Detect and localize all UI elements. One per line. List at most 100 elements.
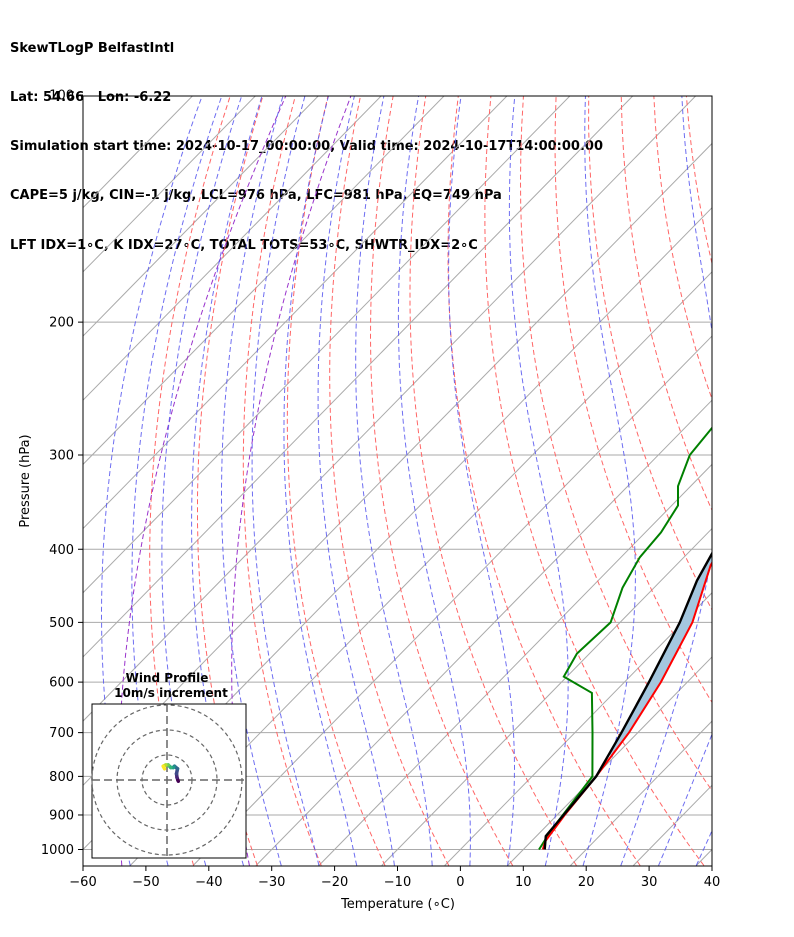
hodograph-title: Wind Profile xyxy=(126,671,209,685)
wind-barb xyxy=(711,548,746,566)
barb-staff xyxy=(711,814,712,815)
y-tick-label: 400 xyxy=(49,543,74,558)
wind-barb xyxy=(711,681,712,683)
x-tick-label: 10 xyxy=(515,875,532,890)
y-tick-label: 600 xyxy=(49,676,74,691)
wind-barb xyxy=(711,268,756,281)
time-line: Simulation start time: 2024-10-17_00:00:… xyxy=(10,139,603,155)
isotherm-line xyxy=(83,96,257,273)
isotherm-line xyxy=(83,96,382,401)
barb-flag xyxy=(743,176,749,186)
x-tick-label: 20 xyxy=(578,875,595,890)
barb-half-flag xyxy=(743,691,746,696)
isotherm-line xyxy=(759,95,794,865)
wind-barb xyxy=(711,318,755,331)
y-axis-label: Pressure (hPa) xyxy=(18,434,33,527)
dry-adiabat xyxy=(149,96,231,866)
barb-flag xyxy=(748,812,754,822)
profiles xyxy=(538,426,712,851)
barb-flag xyxy=(753,268,756,280)
isotherm-line xyxy=(695,848,712,866)
moist-adiabat xyxy=(620,96,712,866)
barb-half-flag xyxy=(743,605,746,610)
isotherm-line xyxy=(444,592,712,866)
dry-adiabat xyxy=(519,96,712,792)
barb-staff xyxy=(711,754,712,756)
title-line: SkewTLogP BelfastIntl xyxy=(10,40,175,56)
barb-flag xyxy=(748,134,754,144)
barb-half-flag xyxy=(743,759,746,764)
isotherm-line xyxy=(507,656,712,866)
x-tick-label: 30 xyxy=(641,875,658,890)
dry-adiabat xyxy=(784,95,794,866)
x-tick-label: −50 xyxy=(132,875,159,890)
isotherm-line xyxy=(192,335,712,866)
barb-staff xyxy=(711,795,712,797)
y-tick-label: 1000 xyxy=(41,843,74,858)
barb-flag xyxy=(748,794,754,804)
dry-adiabats xyxy=(118,95,794,866)
isotherm-line xyxy=(83,96,508,530)
x-tick-label: 0 xyxy=(456,875,464,890)
wind-barb xyxy=(711,794,754,815)
y-tick-label: 700 xyxy=(49,726,74,741)
barb-staff xyxy=(711,564,712,566)
barb-staff xyxy=(711,681,712,683)
dry-adiabat xyxy=(620,96,712,512)
dry-adiabat xyxy=(242,96,322,866)
y-tick-label: 900 xyxy=(49,808,74,823)
moist-adiabat xyxy=(448,96,515,866)
barb-flag xyxy=(753,459,754,471)
hodograph-inset: Wind Profile 10m/s increment xyxy=(91,671,247,859)
isotherm-line xyxy=(381,527,712,866)
wind-barb xyxy=(711,759,746,777)
wind-barb xyxy=(711,134,754,155)
barb-flag xyxy=(754,318,755,330)
dry-adiabat xyxy=(719,95,794,866)
y-tick-label: 100 xyxy=(49,89,74,104)
barb-staff xyxy=(711,831,712,833)
barb-staff xyxy=(711,621,712,623)
moist-adiabat xyxy=(582,96,636,866)
moist-adiabat xyxy=(283,96,358,866)
plot-area xyxy=(83,95,794,866)
x-tick-label: −40 xyxy=(195,875,222,890)
x-tick-label: −30 xyxy=(258,875,285,890)
axis-ticks: −60 −50 −40 −30 −20 −10 0 10 20 30 40 1000 900 800 700… xyxy=(41,89,720,891)
isotherm-line xyxy=(83,96,697,722)
wind-barb xyxy=(711,812,754,833)
isotherm-line xyxy=(83,96,571,594)
barb-half-flag xyxy=(743,548,746,553)
barb-staff xyxy=(711,454,712,456)
barb-half-flag xyxy=(743,815,746,820)
temperature-line xyxy=(541,561,712,850)
moist-adiabat xyxy=(695,829,712,866)
dry-adiabat xyxy=(554,96,712,704)
x-tick-label: −10 xyxy=(384,875,411,890)
barb-staff xyxy=(711,154,712,155)
dry-adiabat xyxy=(369,96,514,866)
barb-staff xyxy=(711,192,712,194)
dry-adiabat xyxy=(409,96,577,866)
x-axis-label: Temperature (∘C) xyxy=(340,897,455,912)
location-line: Lat: 54.66 Lon: -6.22 xyxy=(10,90,172,106)
reference-adiabat xyxy=(118,96,287,866)
barb-flag xyxy=(753,507,755,519)
x-tick-label: −60 xyxy=(69,875,96,890)
dry-adiabat xyxy=(685,96,712,266)
moist-adiabat xyxy=(355,96,433,866)
barb-flag xyxy=(746,424,747,436)
cape-area xyxy=(608,553,712,756)
dry-adiabat xyxy=(447,96,641,866)
barb-flag xyxy=(746,269,749,281)
barb-flag xyxy=(743,137,749,147)
barb-flag xyxy=(750,210,755,221)
barb-flag xyxy=(747,509,749,521)
parcel-line xyxy=(543,551,712,850)
dry-adiabat xyxy=(329,96,450,866)
barb-staff xyxy=(711,321,712,323)
barb-flag xyxy=(748,775,754,785)
hodograph-trace xyxy=(161,764,167,771)
barb-flag xyxy=(747,319,748,331)
